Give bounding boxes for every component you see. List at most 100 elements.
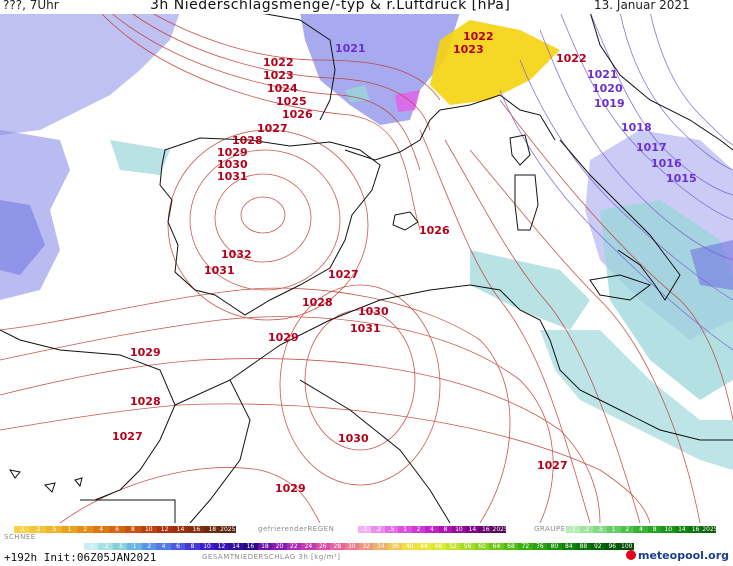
legend-cell: 2025+ <box>220 526 241 533</box>
snow-label: SCHNEE <box>4 533 36 541</box>
pressure-label: 1026 <box>419 224 450 237</box>
pressure-label: 1028 <box>232 134 263 147</box>
model-run-info: +192h Init:06Z05JAN2021 <box>4 551 157 564</box>
legend-cell: 1 <box>606 526 621 533</box>
legend-cell: 40 <box>402 543 417 550</box>
legend-cell: 16 <box>479 526 493 533</box>
legend-cell: 88 <box>576 543 591 550</box>
legend-cell: 4 <box>634 526 648 533</box>
legend-cell: 24 <box>301 543 316 550</box>
pressure-label: 1021 <box>335 42 366 55</box>
legend-cell: .2 <box>371 526 385 533</box>
legend-cell: 14 <box>172 526 189 533</box>
legend-cell: 10 <box>661 526 676 533</box>
legend-cell: 80 <box>547 543 562 550</box>
legend-cell: 10 <box>452 526 466 533</box>
pressure-label: 1023 <box>263 69 294 82</box>
legend-cell: 26 <box>315 543 331 550</box>
legend-cell: 36 <box>387 543 403 550</box>
legend-cell: 8 <box>647 526 662 533</box>
isobars-low <box>499 11 733 351</box>
legend-cell: 92 <box>590 543 606 550</box>
legend-cell: 6 <box>109 526 125 533</box>
pressure-label: 1031 <box>217 170 248 183</box>
pressure-label: 1027 <box>112 430 143 443</box>
legend-cell: .5 <box>112 543 128 550</box>
precipitation-legend: .1.2.5 1 2 4 6 8 10 12 14 16 18 2025+ SCHNEE gefrie… <box>0 523 733 566</box>
legend-cell: 1 <box>398 526 412 533</box>
pressure-label: 1016 <box>651 157 682 170</box>
legend-cell: .5 <box>45 526 62 533</box>
legend-cell: 76 <box>532 543 548 550</box>
legend-cell: 8 <box>185 543 200 550</box>
legend-cell: 18 <box>257 543 273 550</box>
legend-cell: 2 <box>77 526 94 533</box>
legend-cell: 84 <box>561 543 577 550</box>
legend-cell: 16 <box>188 526 205 533</box>
pressure-label: 1022 <box>263 56 294 69</box>
legend-cell: 28 <box>330 543 345 550</box>
legend-cell: 6 <box>170 543 186 550</box>
legend-cell: 8 <box>125 526 141 533</box>
pressure-label: 1030 <box>358 305 389 318</box>
pressure-label: 1022 <box>463 30 494 43</box>
pressure-label: 1024 <box>267 82 298 95</box>
legend-cell: 96 <box>605 543 620 550</box>
legend-cell: 22 <box>286 543 302 550</box>
logo-icon <box>626 550 636 560</box>
pressure-label: 1030 <box>338 432 369 445</box>
legend-cell: 4 <box>425 526 439 533</box>
legend-cell: 2025+ <box>702 526 723 533</box>
legend-cell: 16 <box>243 543 258 550</box>
legend-cell: 10 <box>140 526 157 533</box>
legend-cell: 2 <box>411 526 426 533</box>
legend-cell: 16 <box>688 526 703 533</box>
legend-cell: .5 <box>384 526 399 533</box>
legend-cell: 48 <box>431 543 446 550</box>
legend-cell: .1 <box>84 543 99 550</box>
legend-cell: 14 <box>675 526 689 533</box>
pressure-label: 1019 <box>594 97 625 110</box>
pressure-label: 1029 <box>130 346 161 359</box>
pressure-label: 1027 <box>537 459 568 472</box>
legend-cell: 72 <box>518 543 533 550</box>
pressure-label: 1031 <box>350 322 381 335</box>
pressure-label: 1020 <box>592 82 623 95</box>
pressure-label: 1022 <box>556 52 587 65</box>
legend-cell: 34 <box>373 543 388 550</box>
legend-cell: 30 <box>344 543 359 550</box>
forecast-date: 13. Januar 2021 <box>594 0 690 12</box>
legend-cell: 2 <box>620 526 635 533</box>
legend-cell: 68 <box>503 543 519 550</box>
map-header: ???, 7Uhr 3h Niederschlagsmenge/-typ & r… <box>0 0 733 14</box>
legend-cell: 12 <box>214 543 229 550</box>
legend-cell: 2 <box>141 543 157 550</box>
legend-cell: 52 <box>445 543 461 550</box>
precipitation-layer <box>0 12 733 470</box>
legend-cell: 100 <box>619 543 634 550</box>
pressure-label: 1017 <box>636 141 667 154</box>
map-title: 3h Niederschlagsmenge/-typ & r.Luftdruck… <box>150 0 511 13</box>
legend-cell: 56 <box>460 543 475 550</box>
pressure-label: 1025 <box>276 95 307 108</box>
legend-cell: .1 <box>566 526 580 533</box>
pressure-label: 1015 <box>666 172 697 185</box>
weekday-time-label: ???, 7Uhr <box>3 0 59 12</box>
pressure-label: 1027 <box>257 122 288 135</box>
pressure-label: 1021 <box>587 68 618 81</box>
legend-cell: 14 <box>465 526 480 533</box>
meteopool-logo[interactable]: meteopool.org <box>626 549 729 562</box>
legend-cell: 1 <box>61 526 78 533</box>
legend-cell: 64 <box>489 543 504 550</box>
legend-cell: 4 <box>156 543 171 550</box>
pressure-label: 1026 <box>282 108 313 121</box>
legend-cell: 8 <box>438 526 453 533</box>
pressure-label: 1032 <box>221 248 252 261</box>
legend-cell: .5 <box>593 526 607 533</box>
legend-cell: 12 <box>156 526 173 533</box>
pressure-label: 1023 <box>453 43 484 56</box>
legend-cell: 20 <box>272 543 287 550</box>
coastlines <box>0 11 733 524</box>
